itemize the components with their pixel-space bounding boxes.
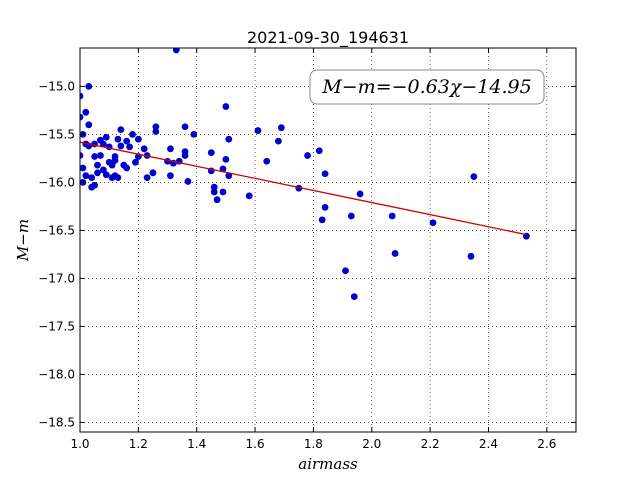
data-point [207,149,215,157]
y-tick-label: −17.5 [38,319,75,333]
data-point [429,219,437,227]
data-point [388,212,396,220]
data-point [342,267,349,275]
data-point [210,188,218,196]
data-point [80,152,84,159]
data-point [114,135,122,143]
data-point [167,172,174,180]
data-point [97,152,104,159]
x-tick-label: 1.2 [129,437,148,451]
data-point [219,165,227,173]
x-tick-label: 2.4 [479,437,498,451]
data-point [391,250,399,257]
data-point [277,124,285,132]
data-point [114,174,122,182]
data-point [181,152,189,159]
data-point [467,252,475,260]
x-tick-label: 1.8 [304,437,323,451]
data-point [129,131,136,138]
data-point [181,123,189,131]
data-point [126,143,133,151]
x-tick-label: 1.0 [70,437,89,451]
data-point [225,172,233,180]
fit-line [80,141,527,236]
data-point [111,156,119,164]
y-tick-label: −15.5 [38,127,75,141]
data-point [356,190,364,198]
y-tick-label: −18.0 [38,367,75,381]
data-point [102,171,110,179]
data-point [82,172,90,180]
data-point [132,158,139,166]
x-tick-label: 2.6 [537,437,556,451]
data-point [143,174,151,182]
y-tick-label: −17.0 [38,271,75,285]
data-point [80,113,84,121]
data-point [140,145,148,153]
x-tick-label: 2.2 [421,437,440,451]
data-point [321,170,329,178]
x-tick-label: 1.6 [246,437,265,451]
data-point [210,183,218,191]
y-tick-label: −18.5 [38,415,75,429]
data-point [184,178,192,185]
data-point [222,155,230,163]
data-point [225,135,233,143]
data-point [88,174,96,182]
data-point [254,127,262,134]
y-tick-label: −16.5 [38,223,75,237]
data-point [222,103,230,110]
data-point [102,133,110,141]
x-tick-label: 2.0 [362,437,381,451]
data-point [91,153,98,160]
equation-box [309,69,545,105]
data-point [85,121,93,129]
data-point [123,164,131,172]
data-point [117,126,125,133]
data-point [167,145,174,153]
data-point [318,216,326,224]
data-point [149,169,157,177]
data-point [82,108,90,116]
data-point [134,135,142,143]
data-point [80,92,84,100]
x-tick-label: 1.4 [187,437,206,451]
data-point [80,164,87,172]
plot-area-frame [79,47,577,433]
equation-legend: M−m=−0.63χ−14.95 [309,69,545,105]
data-point [245,192,253,200]
y-tick-label: −15.0 [38,79,75,93]
data-point [94,169,101,177]
data-point [219,188,227,196]
data-point [172,48,180,54]
x-axis-label: airmass [298,455,358,473]
data-point [470,173,478,181]
y-axis-label: M−m [14,219,32,262]
fit-equation: M−m=−0.63χ−14.95 [321,76,531,98]
data-point [123,137,131,145]
data-point [304,152,311,159]
data-point [152,128,160,135]
data-point [321,203,329,211]
data-point [263,157,271,165]
data-point [152,123,160,131]
data-point [117,142,125,150]
data-point [275,137,282,145]
y-tick-label: −16.0 [38,175,75,189]
data-point [213,196,221,204]
data-point [190,131,198,138]
data-point [99,140,107,148]
data-point [91,181,98,189]
data-point [85,83,93,90]
chart-title: 2021-09-30_194631 [247,28,409,48]
data-point [350,293,358,301]
data-point [347,212,355,220]
data-point [315,147,323,155]
data-point [94,161,101,169]
